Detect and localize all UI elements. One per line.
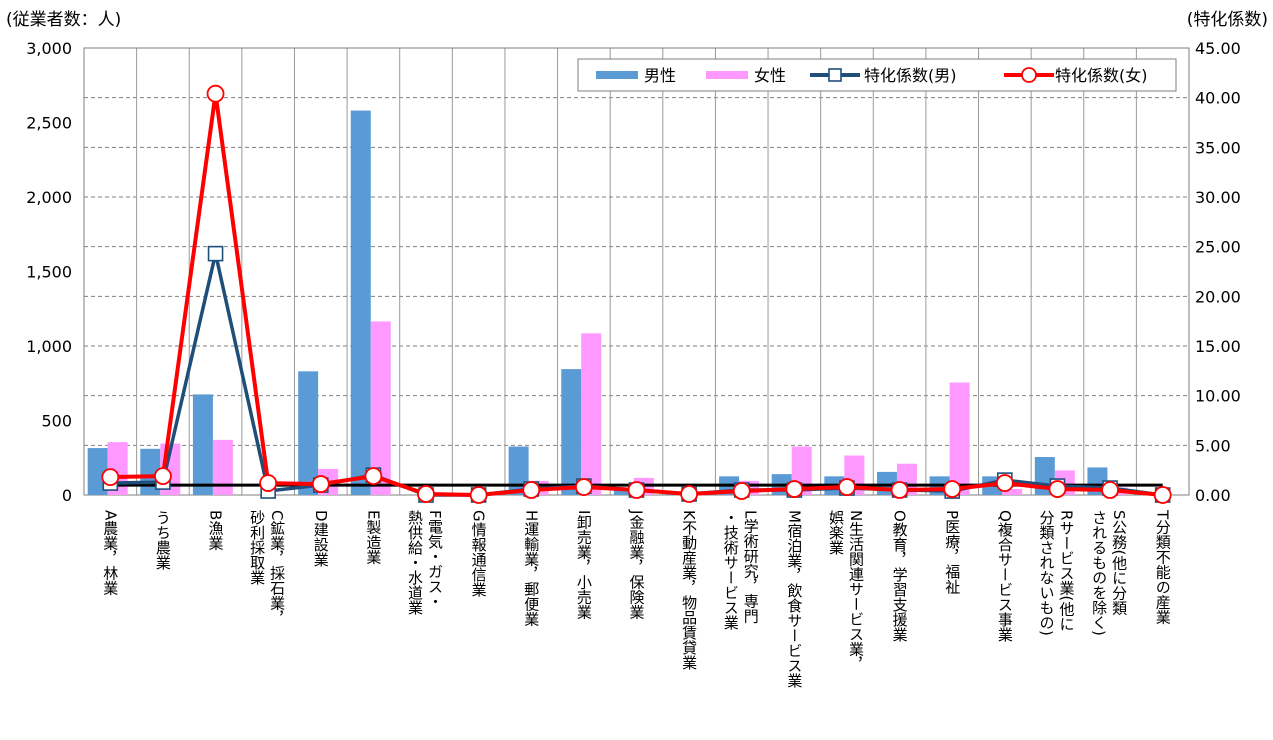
right-tick-label: 0.00 [1195, 486, 1231, 505]
point-male-coefficient [207, 245, 224, 262]
bar-male [298, 371, 319, 495]
category-label: G情報通信業 [470, 510, 488, 597]
left-tick-label: 1,500 [26, 263, 72, 282]
point-female-coefficient [101, 468, 120, 487]
legend-marker [1021, 67, 1037, 83]
bar-male [613, 488, 634, 495]
category-label: されるものを除く) [1090, 510, 1108, 636]
category-label: ・技術サービス業 [722, 510, 740, 630]
left-tick-label: 2,000 [26, 188, 72, 207]
right-tick-label: 5.00 [1195, 436, 1231, 455]
category-label: 分類されないもの) [1037, 510, 1055, 636]
point-female-coefficient [680, 485, 699, 503]
point-female-coefficient [311, 475, 330, 493]
point-female-coefficient [890, 481, 909, 499]
legend-label: 男性 [644, 66, 676, 85]
bar-male [350, 110, 371, 495]
legend-box [577, 58, 1177, 92]
legend: 男性 女性 特化係数(男) 特化係数(女) [577, 58, 1177, 92]
legend-swatch-male [596, 71, 638, 79]
category-label: D建設業 [312, 510, 330, 567]
right-tick-label: 15.00 [1195, 337, 1241, 356]
category-label: P医療，福祉 [943, 510, 961, 594]
bar-male [192, 394, 213, 495]
point-female-coefficient [627, 481, 646, 499]
legend-marker [828, 68, 842, 82]
point-female-coefficient [364, 467, 383, 486]
right-tick-label: 40.00 [1195, 89, 1241, 108]
point-female-coefficient [785, 480, 804, 498]
left-tick-label: 500 [41, 412, 72, 431]
right-tick-label: 25.00 [1195, 238, 1241, 257]
left-tick-label: 2,500 [26, 114, 72, 133]
category-label: K不動産業，物品賃貸業 [680, 510, 698, 670]
right-axis-title: (特化係数) [1187, 10, 1268, 30]
point-female-coefficient [1048, 480, 1067, 498]
bar-female [581, 333, 602, 495]
category-label: Q複合サービス事業 [996, 510, 1014, 642]
right-tick-label: 35.00 [1195, 138, 1241, 157]
category-label: Rサービス業(他に [1057, 510, 1075, 631]
bar-female [1002, 489, 1023, 495]
category-label: T分類不能の産業 [1154, 509, 1172, 624]
point-female-coefficient [154, 467, 172, 486]
legend-label: 女性 [754, 66, 786, 85]
right-tick-label: 30.00 [1195, 188, 1241, 207]
category-label: J金融業，保険業 [628, 509, 646, 620]
category-label: 熱供給・水道業 [406, 510, 424, 615]
category-label: うち農業 [154, 510, 172, 570]
category-label: 娯楽業 [827, 510, 845, 555]
point-female-coefficient [259, 474, 278, 492]
point-female-coefficient [417, 485, 435, 503]
category-label: 砂利採取業 [248, 510, 266, 585]
left-tick-label: 3,000 [26, 39, 72, 58]
category-label: L学術研究，専門 [742, 510, 760, 625]
bar-male [561, 369, 582, 495]
right-tick-label: 10.00 [1195, 387, 1241, 406]
category-label: C鉱業，採石業， [268, 510, 286, 625]
point-female-coefficient [1101, 481, 1119, 499]
point-female-coefficient [838, 478, 856, 496]
left-tick-label: 1,000 [26, 337, 72, 356]
point-female-coefficient [574, 478, 593, 496]
left-tick-label: 0 [62, 486, 72, 505]
point-female-coefficient [943, 480, 962, 498]
left-axis-title: (従業者数：人) [6, 10, 121, 30]
point-female-coefficient [1153, 486, 1172, 504]
category-label: B漁業 [207, 510, 225, 550]
point-female-coefficient [206, 84, 225, 103]
bar-female [370, 321, 391, 495]
legend-label: 特化係数(男) [864, 66, 957, 85]
legend-swatch-female [706, 71, 748, 79]
point-female-coefficient [732, 482, 751, 500]
legend-label: 特化係数(女) [1055, 66, 1148, 85]
bar-female [212, 439, 233, 495]
category-label: H運輸業，郵便業 [522, 510, 540, 626]
category-label: F電気・ガス・ [426, 510, 444, 609]
point-female-coefficient [995, 474, 1014, 492]
category-label: S公務(他に分類 [1110, 510, 1128, 616]
category-label: A農業，林業 [101, 510, 119, 595]
point-female-coefficient [522, 481, 541, 499]
point-female-coefficient [469, 486, 488, 504]
plot-area [84, 48, 1189, 495]
category-label: M宿泊業，飲食サービス業 [785, 510, 803, 688]
category-label: O教育，学習支援業 [891, 510, 909, 642]
bar-female [949, 382, 970, 495]
category-label: E製造業 [364, 510, 382, 565]
category-label: I卸売業，小売業 [575, 510, 593, 620]
category-label: N生活関連サービス業， [847, 510, 865, 671]
right-tick-label: 45.00 [1195, 39, 1241, 58]
right-tick-label: 20.00 [1195, 287, 1241, 306]
